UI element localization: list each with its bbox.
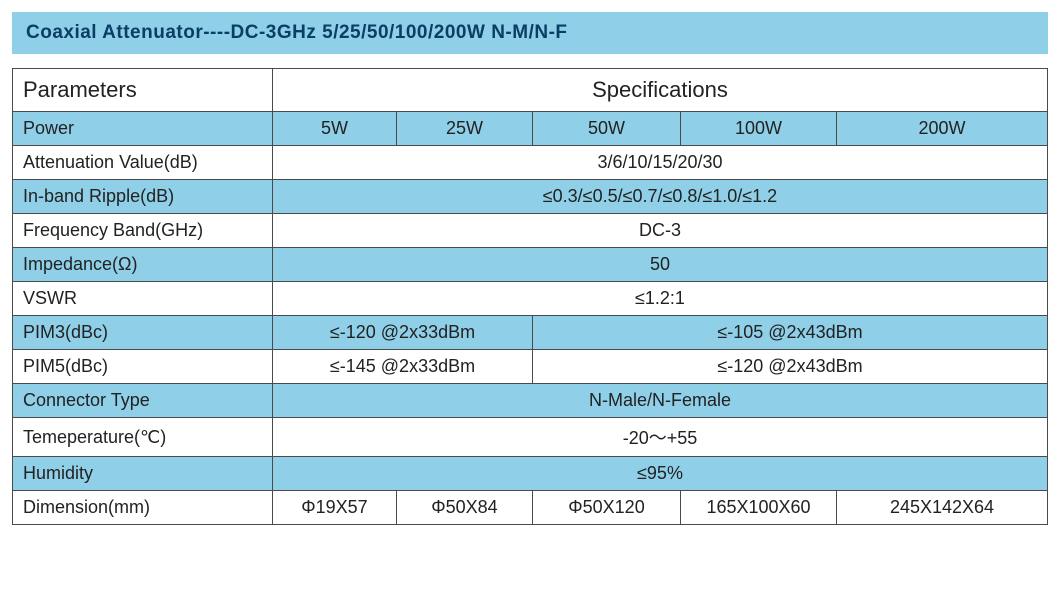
row-cell: 100W [681,112,837,146]
table-row: Power5W25W50W100W200W [13,112,1048,146]
row-label: Temeperature(℃) [13,418,273,457]
row-label: PIM3(dBc) [13,316,273,350]
row-value: 50 [273,248,1048,282]
row-cell: Φ50X120 [533,491,681,525]
row-value: ≤0.3/≤0.5/≤0.7/≤0.8/≤1.0/≤1.2 [273,180,1048,214]
table-row: PIM3(dBc)≤-120 @2x33dBm≤-105 @2x43dBm [13,316,1048,350]
title-text: Coaxial Attenuator----DC-3GHz 5/25/50/10… [26,22,568,43]
table-row: Attenuation Value(dB)3/6/10/15/20/30 [13,146,1048,180]
row-cell-left: ≤-145 @2x33dBm [273,350,533,384]
row-cell: 245X142X64 [837,491,1048,525]
table-row: Temeperature(℃)-20～+55 [13,418,1048,457]
row-value: ≤1.2:1 [273,282,1048,316]
header-parameters: Parameters [13,69,273,112]
row-label: Power [13,112,273,146]
table-row: In-band Ripple(dB)≤0.3/≤0.5/≤0.7/≤0.8/≤1… [13,180,1048,214]
row-value: -20～+55 [273,418,1048,457]
spec-table: Parameters Specifications Power5W25W50W1… [12,68,1048,525]
table-row: PIM5(dBc)≤-145 @2x33dBm≤-120 @2x43dBm [13,350,1048,384]
row-label: Impedance(Ω) [13,248,273,282]
row-cell: Φ19X57 [273,491,397,525]
title-bar: Coaxial Attenuator----DC-3GHz 5/25/50/10… [12,12,1048,54]
row-label: Frequency Band(GHz) [13,214,273,248]
row-cell: 5W [273,112,397,146]
table-header-row: Parameters Specifications [13,69,1048,112]
row-cell: 50W [533,112,681,146]
table-row: Impedance(Ω)50 [13,248,1048,282]
row-label: PIM5(dBc) [13,350,273,384]
row-cell-right: ≤-105 @2x43dBm [533,316,1048,350]
row-value: DC-3 [273,214,1048,248]
row-cell-right: ≤-120 @2x43dBm [533,350,1048,384]
row-label: VSWR [13,282,273,316]
table-row: Frequency Band(GHz)DC-3 [13,214,1048,248]
table-row: VSWR≤1.2:1 [13,282,1048,316]
table-row: Dimension(mm)Φ19X57Φ50X84Φ50X120165X100X… [13,491,1048,525]
row-cell: 165X100X60 [681,491,837,525]
row-label: Dimension(mm) [13,491,273,525]
row-label: Humidity [13,457,273,491]
row-cell: Φ50X84 [397,491,533,525]
row-label: In-band Ripple(dB) [13,180,273,214]
header-specifications: Specifications [273,69,1048,112]
row-cell: 25W [397,112,533,146]
row-cell-left: ≤-120 @2x33dBm [273,316,533,350]
row-label: Connector Type [13,384,273,418]
row-value: ≤95% [273,457,1048,491]
row-value: N-Male/N-Female [273,384,1048,418]
row-cell: 200W [837,112,1048,146]
table-row: Humidity≤95% [13,457,1048,491]
table-row: Connector TypeN-Male/N-Female [13,384,1048,418]
row-value: 3/6/10/15/20/30 [273,146,1048,180]
row-label: Attenuation Value(dB) [13,146,273,180]
table-body: Power5W25W50W100W200WAttenuation Value(d… [13,112,1048,525]
